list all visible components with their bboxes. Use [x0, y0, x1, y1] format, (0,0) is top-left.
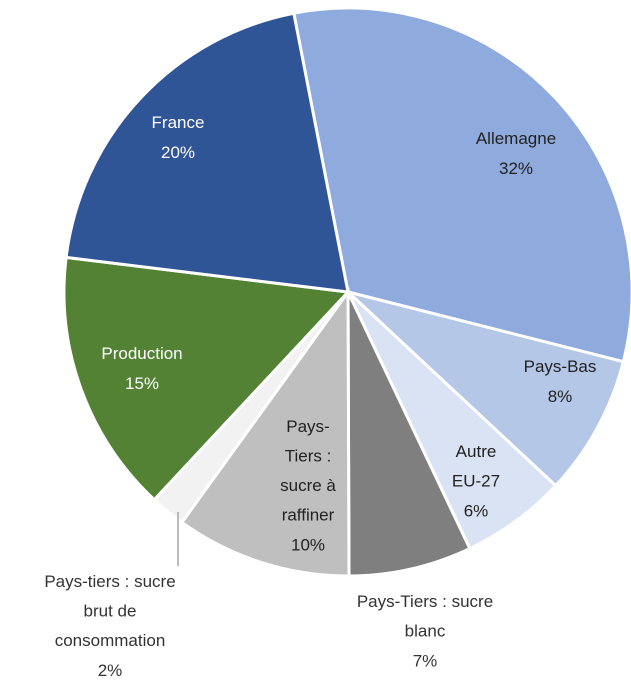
pie-slice [62, 255, 352, 502]
slice-label: Production [101, 344, 182, 363]
label-line: Allemagne [476, 129, 556, 148]
pie-slice [346, 291, 472, 578]
label-line: France [152, 113, 205, 132]
label-line: consommation [55, 631, 166, 650]
pie-slice [64, 11, 350, 294]
slice-label: Pays-Bas [524, 357, 597, 376]
slice-value-label: 6% [464, 501, 489, 520]
pie-slice [179, 287, 351, 578]
slice-label: Pays-Tiers : sucre blanc [357, 592, 493, 641]
slice-value-label: 20% [161, 143, 195, 162]
pie-slice [292, 6, 631, 364]
slice-value-label: 8% [548, 387, 573, 406]
label-line: Pays-tiers : sucre [44, 572, 175, 591]
label-line: brut de [84, 602, 137, 621]
slice-label: Autre EU-27 [452, 442, 500, 491]
label-line: EU-27 [452, 472, 500, 491]
slice-value-label: 15% [125, 374, 159, 393]
label-line: Pays- [286, 417, 329, 436]
label-line: Production [101, 344, 182, 363]
slice-label: Pays-tiers : sucre brut de consommation [44, 572, 175, 650]
slice-label: France [152, 113, 205, 132]
label-line: sucre à [280, 476, 336, 495]
slice-value-label: 10% [291, 535, 325, 554]
label-line: raffiner [282, 506, 335, 525]
slice-value-label: 32% [499, 159, 533, 178]
slice-value-label: 2% [98, 661, 123, 680]
slice-label: Pays- Tiers : sucre à raffiner [280, 417, 336, 525]
pie-slice [346, 290, 626, 488]
label-line: blanc [405, 622, 446, 641]
slice-value-label: 7% [413, 651, 438, 670]
label-line: Pays-Bas [524, 357, 597, 376]
label-line: Tiers : [285, 447, 332, 466]
label-line: Pays-Tiers : sucre [357, 592, 493, 611]
slice-label: Allemagne [476, 129, 556, 148]
label-line: Autre [456, 442, 497, 461]
